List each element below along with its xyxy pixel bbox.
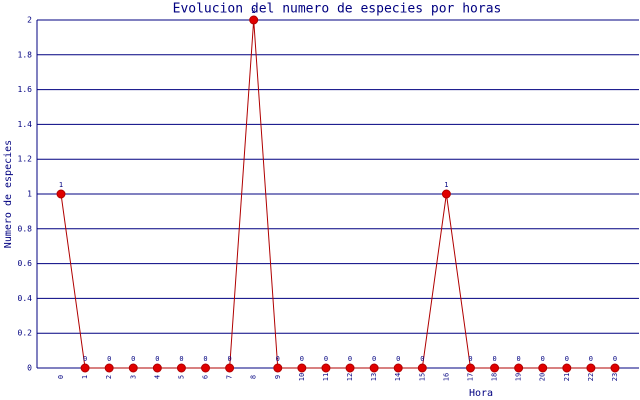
y-tick-label: 1.4 bbox=[18, 120, 33, 129]
value-label: 0 bbox=[203, 355, 207, 363]
x-tick-label: 14 bbox=[394, 373, 402, 381]
y-tick-label: 1 bbox=[27, 190, 32, 199]
value-label: 0 bbox=[420, 355, 424, 363]
value-label: 0 bbox=[155, 355, 159, 363]
marker bbox=[538, 363, 548, 373]
marker bbox=[586, 363, 596, 373]
x-tick-label: 9 bbox=[274, 375, 282, 379]
y-tick-label: 1.2 bbox=[18, 155, 33, 164]
y-tick-label: 0.6 bbox=[18, 259, 33, 268]
marker bbox=[562, 363, 572, 373]
y-tick-label: 0 bbox=[27, 364, 32, 373]
value-label: 0 bbox=[541, 355, 545, 363]
x-tick-label: 11 bbox=[322, 373, 330, 381]
y-tick-label: 1.6 bbox=[18, 85, 33, 94]
value-label: 0 bbox=[300, 355, 304, 363]
x-tick-label: 13 bbox=[370, 373, 378, 381]
x-tick-label: 19 bbox=[515, 373, 523, 381]
x-tick-label: 5 bbox=[177, 375, 185, 379]
marker bbox=[490, 363, 500, 373]
value-label: 0 bbox=[613, 355, 617, 363]
x-tick-label: 2 bbox=[105, 375, 113, 379]
marker bbox=[201, 363, 211, 373]
x-tick-label: 15 bbox=[418, 373, 426, 381]
x-tick-label: 0 bbox=[57, 375, 65, 379]
x-tick-label: 21 bbox=[563, 373, 571, 381]
value-label: 0 bbox=[276, 355, 280, 363]
x-tick-label: 6 bbox=[202, 375, 210, 379]
value-label: 0 bbox=[565, 355, 569, 363]
x-tick-label: 18 bbox=[491, 373, 499, 381]
value-label: 1 bbox=[59, 181, 63, 189]
value-label: 0 bbox=[589, 355, 593, 363]
y-tick-label: 0.8 bbox=[18, 224, 33, 233]
value-label: 0 bbox=[83, 355, 87, 363]
x-tick-label: 17 bbox=[466, 373, 474, 381]
y-tick-label: 0.4 bbox=[18, 294, 33, 303]
marker bbox=[104, 363, 114, 373]
marker bbox=[610, 363, 620, 373]
value-label: 0 bbox=[227, 355, 231, 363]
y-tick-label: 2 bbox=[27, 16, 32, 25]
marker bbox=[345, 363, 355, 373]
marker bbox=[152, 363, 162, 373]
marker bbox=[273, 363, 283, 373]
value-label: 0 bbox=[372, 355, 376, 363]
marker bbox=[128, 363, 138, 373]
value-label: 0 bbox=[468, 355, 472, 363]
x-tick-label: 8 bbox=[250, 375, 258, 379]
marker bbox=[465, 363, 475, 373]
marker bbox=[297, 363, 307, 373]
x-axis-label: Hora bbox=[469, 388, 493, 399]
chart-title: Evolucion del numero de especies por hor… bbox=[173, 2, 502, 17]
x-tick-label: 12 bbox=[346, 373, 354, 381]
x-tick-label: 3 bbox=[129, 375, 137, 379]
x-tick-label: 1 bbox=[81, 375, 89, 379]
value-label: 0 bbox=[396, 355, 400, 363]
x-tick-label: 7 bbox=[226, 375, 234, 379]
marker bbox=[321, 363, 331, 373]
x-tick-label: 23 bbox=[611, 373, 619, 381]
marker bbox=[393, 363, 403, 373]
y-axis-label: Numero de especies bbox=[3, 140, 14, 248]
marker bbox=[441, 189, 451, 199]
y-tick-label: 1.8 bbox=[18, 50, 33, 59]
value-label: 1 bbox=[444, 181, 448, 189]
value-label: 0 bbox=[517, 355, 521, 363]
marker bbox=[176, 363, 186, 373]
y-tick-label: 0.2 bbox=[18, 329, 33, 338]
x-tick-label: 4 bbox=[153, 375, 161, 379]
x-tick-label: 10 bbox=[298, 373, 306, 381]
x-tick-label: 16 bbox=[442, 373, 450, 381]
marker bbox=[417, 363, 427, 373]
x-tick-label: 20 bbox=[539, 373, 547, 381]
marker bbox=[249, 15, 259, 25]
value-label: 0 bbox=[492, 355, 496, 363]
marker bbox=[56, 189, 66, 199]
value-label: 0 bbox=[348, 355, 352, 363]
marker bbox=[369, 363, 379, 373]
value-label: 2 bbox=[252, 7, 256, 15]
value-label: 0 bbox=[324, 355, 328, 363]
value-label: 0 bbox=[179, 355, 183, 363]
marker bbox=[225, 363, 235, 373]
marker bbox=[80, 363, 90, 373]
value-label: 0 bbox=[107, 355, 111, 363]
marker bbox=[514, 363, 524, 373]
value-label: 0 bbox=[131, 355, 135, 363]
x-tick-label: 22 bbox=[587, 373, 595, 381]
